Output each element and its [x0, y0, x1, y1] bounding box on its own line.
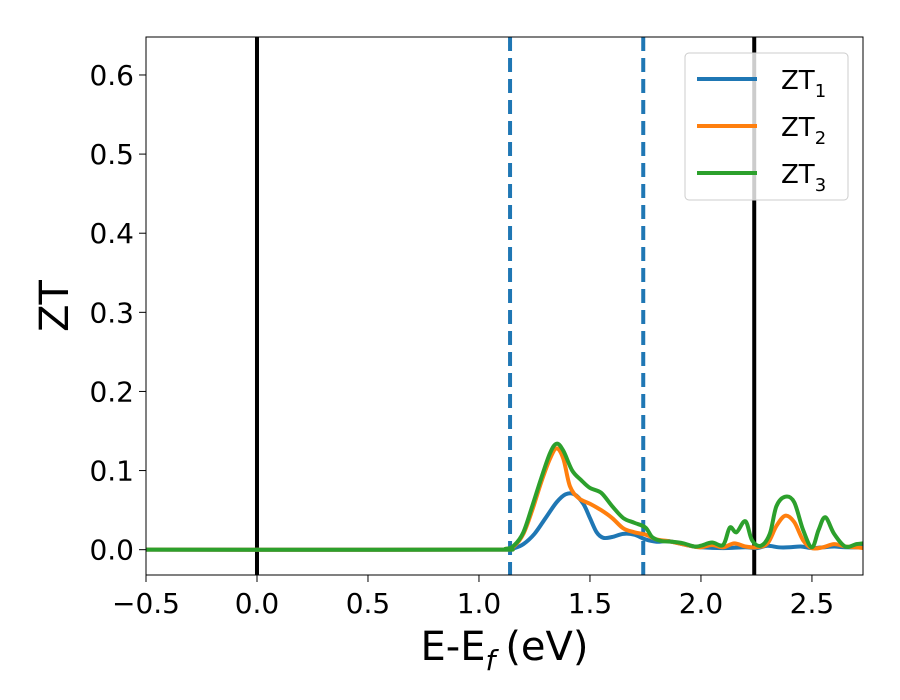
x-tick-label: 1.5 [568, 587, 613, 620]
y-tick-label: 0.5 [89, 138, 134, 171]
x-axis-label-unit: (eV) [505, 624, 588, 670]
legend: ZT1 ZT2 ZT3 [684, 52, 849, 201]
legend-label-zt3: ZT3 [781, 160, 826, 196]
legend-label-zt2: ZT2 [781, 113, 826, 149]
x-tick-label: 0.0 [235, 587, 280, 620]
reference-lines [254, 37, 757, 575]
x-tick-label: 1.0 [457, 587, 502, 620]
x-tick-label: 2.0 [679, 587, 724, 620]
y-tick-label: 0.2 [89, 375, 134, 408]
y-tick-label: 0.0 [89, 534, 134, 567]
legend-label-zt1: ZT1 [781, 66, 826, 102]
legend-box [684, 52, 849, 201]
y-axis-label: ZT [32, 280, 78, 332]
y-tick-label: 0.4 [89, 217, 134, 250]
y-tick-label: 0.3 [89, 296, 134, 329]
x-tick-label: 0.5 [346, 587, 391, 620]
x-axis-label: E-Ef (eV) [420, 624, 588, 677]
series-lines [146, 441, 863, 552]
plot-frame [145, 36, 864, 576]
x-axis-ticks: −0.5 0.0 0.5 1.0 1.5 2.0 2.5 [112, 575, 834, 620]
y-axis-ticks: 0.0 0.1 0.2 0.3 0.4 0.5 0.6 [89, 59, 146, 567]
x-tick-label: −0.5 [112, 587, 180, 620]
x-tick-label: 2.5 [790, 587, 835, 620]
y-tick-label: 0.1 [89, 455, 134, 488]
x-axis-label-main: E-E [420, 624, 485, 670]
y-tick-label: 0.6 [89, 59, 134, 92]
x-axis-label-subscript: f [485, 644, 499, 677]
series-line-zt3 [146, 441, 863, 552]
series-line-zt1 [146, 491, 863, 552]
